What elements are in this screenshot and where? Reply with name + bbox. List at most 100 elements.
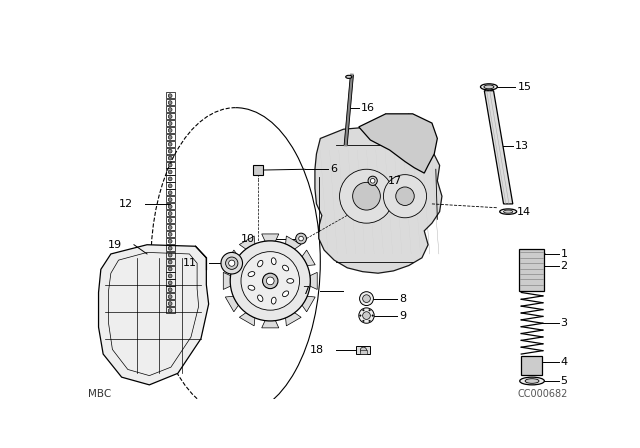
Text: 19: 19 xyxy=(108,240,122,250)
Polygon shape xyxy=(262,321,279,328)
Circle shape xyxy=(363,295,371,302)
Ellipse shape xyxy=(500,209,516,214)
Polygon shape xyxy=(285,313,301,326)
Circle shape xyxy=(168,94,172,98)
Text: 5: 5 xyxy=(561,376,568,386)
Ellipse shape xyxy=(257,295,263,302)
Polygon shape xyxy=(262,234,279,241)
Circle shape xyxy=(363,320,364,322)
Ellipse shape xyxy=(248,285,255,290)
Circle shape xyxy=(360,347,367,353)
Bar xyxy=(166,266,175,271)
Polygon shape xyxy=(359,114,437,173)
Bar xyxy=(360,350,367,354)
Bar xyxy=(166,280,175,285)
Ellipse shape xyxy=(484,85,494,89)
Bar xyxy=(166,106,175,112)
Circle shape xyxy=(168,129,172,132)
Bar xyxy=(166,300,175,306)
Circle shape xyxy=(230,241,310,321)
Polygon shape xyxy=(302,296,315,312)
Text: 6: 6 xyxy=(330,164,337,174)
Circle shape xyxy=(168,225,172,229)
Bar xyxy=(166,141,175,147)
Text: 4: 4 xyxy=(561,357,568,367)
Polygon shape xyxy=(310,272,317,289)
Circle shape xyxy=(168,219,172,222)
Text: 10: 10 xyxy=(241,233,255,244)
Circle shape xyxy=(168,108,172,112)
Bar xyxy=(166,293,175,299)
Circle shape xyxy=(168,281,172,285)
Circle shape xyxy=(266,277,274,285)
Polygon shape xyxy=(484,91,513,204)
Text: 1: 1 xyxy=(561,249,568,259)
Circle shape xyxy=(383,175,427,218)
Circle shape xyxy=(396,187,414,206)
Circle shape xyxy=(168,233,172,236)
Bar xyxy=(519,249,543,291)
Circle shape xyxy=(168,302,172,306)
Bar xyxy=(166,127,175,133)
Circle shape xyxy=(168,267,172,271)
Bar xyxy=(166,176,175,181)
Polygon shape xyxy=(302,250,315,266)
Text: 16: 16 xyxy=(361,103,375,112)
Polygon shape xyxy=(239,236,255,249)
Circle shape xyxy=(168,135,172,139)
Ellipse shape xyxy=(346,75,352,78)
Circle shape xyxy=(168,198,172,202)
Circle shape xyxy=(168,101,172,104)
Text: 15: 15 xyxy=(517,82,531,92)
Bar xyxy=(166,231,175,237)
Circle shape xyxy=(372,315,373,316)
Bar xyxy=(166,210,175,216)
Bar xyxy=(520,356,542,375)
Ellipse shape xyxy=(525,379,539,383)
Bar xyxy=(166,182,175,189)
Circle shape xyxy=(360,292,373,306)
Circle shape xyxy=(360,315,361,316)
Circle shape xyxy=(241,252,300,310)
Ellipse shape xyxy=(481,84,497,90)
Circle shape xyxy=(368,176,378,185)
Circle shape xyxy=(168,211,172,215)
Polygon shape xyxy=(285,236,301,249)
Circle shape xyxy=(168,191,172,195)
Ellipse shape xyxy=(504,210,513,213)
Bar xyxy=(166,99,175,105)
Text: 3: 3 xyxy=(561,318,568,328)
Circle shape xyxy=(371,178,375,183)
Text: 18: 18 xyxy=(310,345,324,355)
Bar xyxy=(166,245,175,251)
Polygon shape xyxy=(315,127,442,273)
Circle shape xyxy=(363,310,364,311)
Bar xyxy=(253,165,263,175)
Bar xyxy=(166,155,175,161)
Ellipse shape xyxy=(271,297,276,304)
Bar xyxy=(166,307,175,313)
Circle shape xyxy=(168,170,172,174)
Ellipse shape xyxy=(282,265,289,271)
Bar xyxy=(166,168,175,175)
Circle shape xyxy=(168,288,172,292)
Circle shape xyxy=(168,121,172,125)
Bar xyxy=(166,120,175,126)
Bar xyxy=(166,252,175,258)
Ellipse shape xyxy=(248,271,255,276)
Text: 2: 2 xyxy=(561,260,568,271)
Text: 11: 11 xyxy=(183,258,197,268)
Ellipse shape xyxy=(271,258,276,265)
Bar xyxy=(166,238,175,244)
Circle shape xyxy=(296,233,307,244)
Bar xyxy=(356,346,371,354)
Bar xyxy=(166,272,175,279)
Text: 13: 13 xyxy=(515,141,529,151)
Circle shape xyxy=(228,260,235,266)
Circle shape xyxy=(363,312,371,319)
Circle shape xyxy=(168,246,172,250)
Circle shape xyxy=(225,257,238,269)
Bar xyxy=(166,162,175,168)
Bar xyxy=(166,217,175,223)
Ellipse shape xyxy=(257,260,263,267)
